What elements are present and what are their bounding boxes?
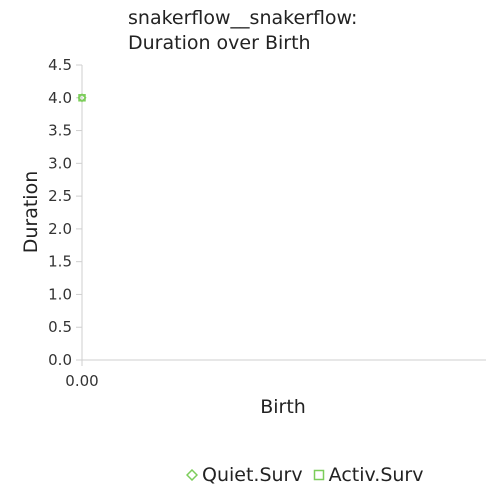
diamond-marker-icon [186, 469, 198, 481]
legend: Quiet.Surv Activ.Surv [186, 464, 427, 486]
y-tick-label: 0.5 [48, 318, 72, 336]
chart-title-line-1: snakerflow__snakerflow: [128, 7, 358, 29]
y-tick-label: 0.0 [48, 351, 72, 369]
y-tick-label: 1.5 [48, 253, 72, 271]
y-tick-label: 3.0 [48, 154, 72, 172]
axes: 0.0 0.5 1.0 1.5 2.0 2.5 3.0 3.5 4.0 4.5 0.00 [48, 56, 486, 390]
y-tick-label: 2.5 [48, 187, 72, 205]
legend-label-quiet-surv: Quiet.Surv [202, 464, 303, 486]
y-tick-label: 2.0 [48, 220, 72, 238]
marks [77, 93, 87, 103]
y-tick-label: 3.5 [48, 122, 72, 140]
legend-item-activ-surv: Activ.Surv [313, 464, 424, 486]
legend-item-quiet-surv: Quiet.Surv [186, 464, 303, 486]
x-tick-label: 0.00 [65, 372, 98, 390]
chart-title: snakerflow__snakerflow: Duration over Bi… [128, 6, 357, 56]
y-tick-label: 1.0 [48, 285, 72, 303]
x-axis-label: Birth [260, 396, 306, 418]
legend-label-activ-surv: Activ.Surv [328, 464, 424, 486]
data-point-activ-surv [78, 94, 86, 102]
y-tick-label: 4.0 [48, 89, 72, 107]
square-marker-icon [313, 469, 324, 481]
y-tick-label: 4.5 [48, 56, 72, 74]
chart-title-line-2: Duration over Birth [128, 32, 311, 54]
y-axis-label: Duration [20, 171, 42, 254]
